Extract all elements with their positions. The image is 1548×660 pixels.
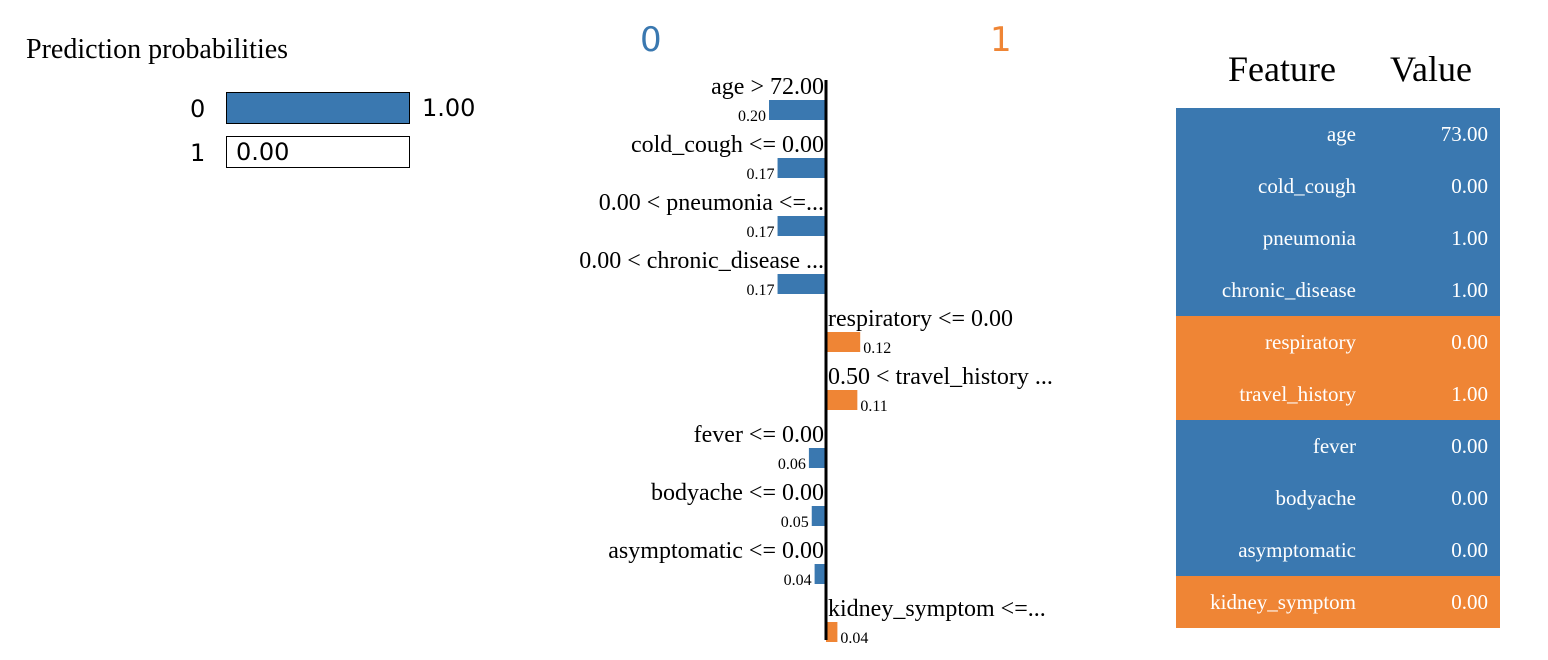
feature-value-row: bodyache 0.00 [1176,472,1500,524]
contribution-bar [814,564,826,584]
contribution-bar [808,448,826,468]
probability-class-label: 0 [190,95,206,123]
contribution-value-label: 0.20 [738,108,766,125]
class-0-header: 0 [640,20,662,60]
feature-value-rows: age 73.00 cold_cough 0.00 pneumonia 1.00 chron… [1176,108,1500,628]
feature-name-cell: asymptomatic [1238,538,1356,562]
feature-value-row: chronic_disease 1.00 [1176,264,1500,316]
prediction-probabilities-title: Prediction probabilities [26,34,289,65]
contribution-bar [811,506,826,526]
feature-condition-label: bodyache <= 0.00 [651,480,824,506]
contribution-bar [826,622,838,642]
probability-value: 0.00 [236,138,290,166]
feature-name-cell: travel_history [1239,382,1356,406]
feature-name-cell: fever [1312,434,1356,458]
probability-bar-fill [227,93,409,123]
contribution-bar [826,390,858,410]
contribution-value-label: 0.17 [747,224,775,241]
feature-value-row: cold_cough 0.00 [1176,160,1500,212]
probability-class-label: 1 [190,139,206,167]
feature-name-cell: age [1326,122,1356,146]
feature-condition-label: fever <= 0.00 [694,422,824,448]
feature-name-cell: respiratory [1265,330,1356,354]
contribution-bar [777,274,826,294]
value-column-header: Value [1390,49,1472,89]
feature-condition-label: 0.00 < chronic_disease ... [579,248,824,274]
feature-condition-label: 0.00 < pneumonia <=... [599,190,824,216]
feature-value-row: kidney_symptom 0.00 [1176,576,1500,628]
feature-value-row: asymptomatic 0.00 [1176,524,1500,576]
feature-condition-label: age > 72.00 [711,74,824,100]
feature-value-row: respiratory 0.00 [1176,316,1500,368]
probability-bar-track [226,136,410,168]
contribution-bar [826,332,861,352]
feature-condition-label: kidney_symptom <=... [828,596,1046,622]
feature-value-cell: 73.00 [1440,122,1488,146]
feature-condition-label: respiratory <= 0.00 [828,306,1013,332]
probability-bar-track [226,92,410,124]
contribution-bars-svg: age > 72.00 0.20 cold_cough <= 0.00 0.17 0.0… [579,74,1053,647]
feature-name-cell: pneumonia [1262,226,1356,250]
feature-value-row: fever 0.00 [1176,420,1500,472]
feature-name-cell: cold_cough [1258,174,1356,198]
class-1-header: 1 [990,20,1012,60]
feature-value-cell: 1.00 [1451,382,1488,406]
feature-value-row: travel_history 1.00 [1176,368,1500,420]
feature-value-cell: 1.00 [1451,226,1488,250]
probability-value: 1.00 [422,94,476,122]
feature-value-cell: 0.00 [1451,590,1488,614]
feature-value-row: age 73.00 [1176,108,1500,160]
contribution-value-label: 0.17 [747,282,775,299]
feature-condition-label: cold_cough <= 0.00 [631,132,824,158]
contribution-bar [777,158,826,178]
contribution-value-label: 0.05 [781,514,809,531]
contribution-value-label: 0.04 [840,630,868,647]
feature-condition-label: 0.50 < travel_history ... [828,364,1053,390]
feature-column-header: Feature [1228,49,1336,89]
feature-value-cell: 0.00 [1451,434,1488,458]
contribution-value-label: 0.17 [747,166,775,183]
feature-value-cell: 1.00 [1451,278,1488,302]
feature-value-cell: 0.00 [1451,330,1488,354]
feature-value-cell: 0.00 [1451,486,1488,510]
feature-name-cell: kidney_symptom [1210,590,1356,614]
feature-contribution-chart: 0 1 age > 72.00 0.20 cold_cough <= 0.00 0.1… [579,20,1053,647]
feature-value-cell: 0.00 [1451,538,1488,562]
contribution-bar [777,216,826,236]
contribution-value-label: 0.04 [784,572,812,589]
feature-name-cell: bodyache [1275,486,1356,510]
contribution-value-label: 0.12 [863,340,891,357]
contribution-bar [769,100,826,120]
feature-condition-label: asymptomatic <= 0.00 [608,538,824,564]
feature-value-cell: 0.00 [1451,174,1488,198]
feature-value-row: pneumonia 1.00 [1176,212,1500,264]
contribution-value-label: 0.11 [860,398,887,415]
prediction-probabilities-panel: Prediction probabilities 0 1.00 1 0.00 [0,0,520,200]
contribution-value-label: 0.06 [778,456,806,473]
feature-name-cell: chronic_disease [1221,278,1356,302]
